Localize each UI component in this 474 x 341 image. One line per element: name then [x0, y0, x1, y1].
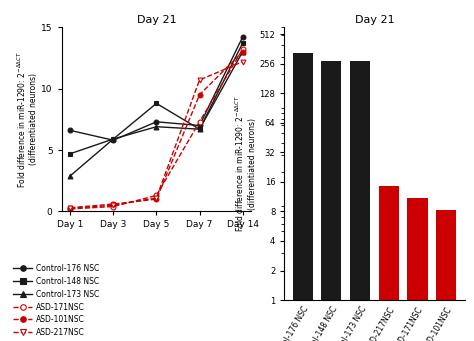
Title: Day 21: Day 21 [137, 15, 176, 25]
ASD-101NSC [67, 206, 73, 210]
ASD-217NSC [154, 196, 159, 200]
Bar [436, 210, 456, 341]
Line: Control-148 NSC: Control-148 NSC [68, 41, 245, 156]
Bar [321, 61, 341, 341]
Y-axis label: Fold difference in miR-1290: 2$^{-\Delta\Delta CT}$
(differentiated neurons): Fold difference in miR-1290: 2$^{-\Delta… [16, 51, 38, 188]
Bar [292, 53, 313, 341]
Control-148 NSC [240, 41, 246, 45]
ASD-217NSC [67, 206, 73, 210]
Line: ASD-217NSC: ASD-217NSC [68, 59, 245, 211]
ASD-101NSC [154, 197, 159, 201]
ASD-171NSC [110, 205, 116, 209]
Line: Control-176 NSC: Control-176 NSC [68, 35, 245, 143]
Bar [408, 198, 428, 341]
Control-176 NSC [67, 128, 73, 132]
Control-173 NSC [154, 125, 159, 129]
Control-148 NSC [67, 152, 73, 156]
Control-173 NSC [110, 137, 116, 141]
Control-176 NSC [110, 138, 116, 142]
Legend: Control-176 NSC, Control-148 NSC, Control-173 NSC, ASD-171NSC, ASD-101NSC, ASD-2: Control-176 NSC, Control-148 NSC, Contro… [13, 264, 100, 337]
Bar [379, 186, 399, 341]
Control-148 NSC [197, 127, 202, 131]
Control-173 NSC [240, 50, 246, 54]
ASD-101NSC [240, 50, 246, 54]
Line: ASD-171NSC: ASD-171NSC [68, 47, 245, 211]
Control-176 NSC [154, 120, 159, 124]
ASD-217NSC [110, 203, 116, 207]
ASD-101NSC [197, 93, 202, 97]
Control-176 NSC [240, 35, 246, 39]
ASD-171NSC [67, 207, 73, 211]
Y-axis label: Fold difference in miR-1290: 2$^{-\Delta\Delta CT}$
(differentiated neurons): Fold difference in miR-1290: 2$^{-\Delta… [234, 95, 257, 232]
Line: ASD-101NSC: ASD-101NSC [68, 49, 245, 210]
ASD-217NSC [240, 60, 246, 64]
ASD-171NSC [154, 193, 159, 197]
Control-148 NSC [154, 101, 159, 105]
ASD-101NSC [110, 202, 116, 206]
ASD-217NSC [197, 78, 202, 82]
Title: Day 21: Day 21 [355, 15, 394, 25]
Control-173 NSC [67, 174, 73, 178]
Bar [350, 61, 370, 341]
Control-148 NSC [110, 137, 116, 141]
Line: Control-173 NSC: Control-173 NSC [68, 49, 245, 178]
ASD-171NSC [197, 120, 202, 124]
Control-176 NSC [197, 123, 202, 128]
ASD-171NSC [240, 47, 246, 51]
Control-173 NSC [197, 127, 202, 131]
